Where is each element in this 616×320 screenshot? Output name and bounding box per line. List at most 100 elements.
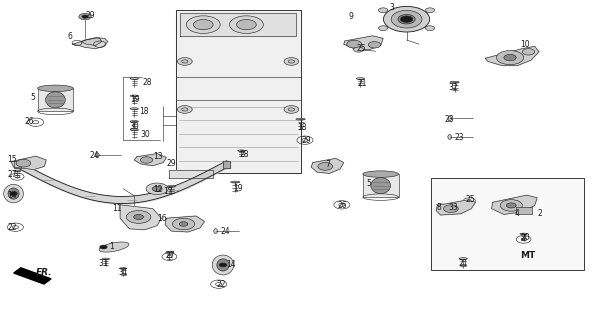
Text: 18: 18 [297, 124, 306, 132]
Text: 17: 17 [163, 188, 173, 196]
Ellipse shape [447, 204, 455, 205]
Text: 4: 4 [514, 209, 519, 218]
Text: 22: 22 [7, 223, 17, 232]
Text: 25: 25 [356, 44, 366, 53]
Polygon shape [120, 205, 161, 230]
Text: 24: 24 [89, 151, 99, 160]
Circle shape [219, 263, 227, 267]
Ellipse shape [8, 188, 19, 199]
Text: 30: 30 [129, 122, 139, 131]
Text: 18: 18 [139, 108, 148, 116]
Ellipse shape [426, 26, 435, 30]
Ellipse shape [448, 116, 452, 121]
Bar [38, 88, 73, 111]
Text: 7: 7 [325, 160, 330, 169]
Ellipse shape [448, 134, 452, 140]
Ellipse shape [120, 268, 127, 269]
Ellipse shape [186, 16, 221, 34]
Circle shape [318, 163, 333, 170]
Text: FR.: FR. [36, 268, 52, 277]
Polygon shape [436, 200, 476, 215]
Text: 8: 8 [436, 203, 441, 212]
Ellipse shape [231, 181, 240, 183]
Circle shape [347, 40, 362, 48]
Text: 19: 19 [233, 184, 243, 193]
Ellipse shape [130, 129, 139, 131]
Ellipse shape [391, 11, 422, 28]
Text: 3: 3 [389, 4, 394, 12]
Polygon shape [14, 161, 21, 168]
Text: 5: 5 [31, 93, 36, 102]
Circle shape [288, 60, 294, 63]
Circle shape [100, 245, 107, 249]
Text: 23: 23 [445, 116, 455, 124]
Text: 6: 6 [68, 32, 73, 41]
Bar [516, 207, 532, 214]
Ellipse shape [214, 228, 217, 234]
Polygon shape [492, 195, 537, 214]
Ellipse shape [167, 186, 176, 187]
Ellipse shape [46, 92, 65, 108]
Ellipse shape [130, 108, 139, 109]
Circle shape [288, 108, 294, 111]
Circle shape [79, 13, 91, 20]
Text: 14: 14 [7, 191, 17, 200]
Text: 19: 19 [131, 95, 140, 104]
Ellipse shape [450, 81, 460, 83]
Ellipse shape [356, 78, 365, 79]
Circle shape [522, 49, 535, 55]
Ellipse shape [238, 150, 245, 151]
Circle shape [146, 183, 168, 195]
Text: 1: 1 [110, 242, 115, 251]
Circle shape [182, 108, 188, 111]
Text: 29: 29 [302, 136, 312, 145]
Ellipse shape [383, 6, 430, 32]
Ellipse shape [378, 26, 388, 30]
Polygon shape [344, 36, 383, 50]
Circle shape [134, 214, 144, 220]
Polygon shape [485, 46, 539, 66]
Circle shape [354, 47, 363, 52]
Ellipse shape [102, 258, 110, 260]
Circle shape [506, 203, 516, 208]
Text: 15: 15 [7, 156, 17, 164]
Text: 28: 28 [143, 78, 152, 87]
Text: 9: 9 [348, 12, 353, 21]
Text: 27: 27 [7, 170, 17, 179]
Text: 31: 31 [118, 268, 128, 277]
Polygon shape [11, 156, 46, 170]
Ellipse shape [371, 178, 391, 194]
Text: 10: 10 [521, 40, 530, 49]
Text: 32: 32 [448, 83, 458, 92]
Polygon shape [81, 38, 102, 45]
Circle shape [152, 186, 162, 191]
Text: 13: 13 [153, 152, 163, 161]
Text: MT: MT [521, 252, 536, 260]
Ellipse shape [95, 153, 99, 158]
Ellipse shape [378, 8, 388, 12]
Circle shape [400, 16, 413, 22]
Text: 21: 21 [357, 79, 367, 88]
Polygon shape [134, 154, 166, 166]
Polygon shape [14, 268, 51, 284]
Text: 31: 31 [99, 259, 108, 268]
Circle shape [82, 15, 88, 18]
Text: 27: 27 [165, 251, 175, 260]
Circle shape [368, 42, 381, 48]
Text: 2: 2 [537, 209, 542, 218]
Ellipse shape [193, 20, 213, 30]
Ellipse shape [166, 252, 173, 253]
Polygon shape [180, 13, 296, 36]
Circle shape [284, 106, 299, 113]
Polygon shape [311, 158, 344, 173]
Text: 14: 14 [227, 260, 237, 269]
Ellipse shape [14, 170, 21, 172]
Ellipse shape [38, 85, 73, 92]
Circle shape [140, 157, 153, 163]
Ellipse shape [437, 204, 444, 205]
Ellipse shape [130, 95, 139, 97]
Circle shape [284, 58, 299, 65]
Text: 11: 11 [112, 204, 121, 213]
Polygon shape [73, 38, 108, 49]
Ellipse shape [4, 184, 23, 203]
